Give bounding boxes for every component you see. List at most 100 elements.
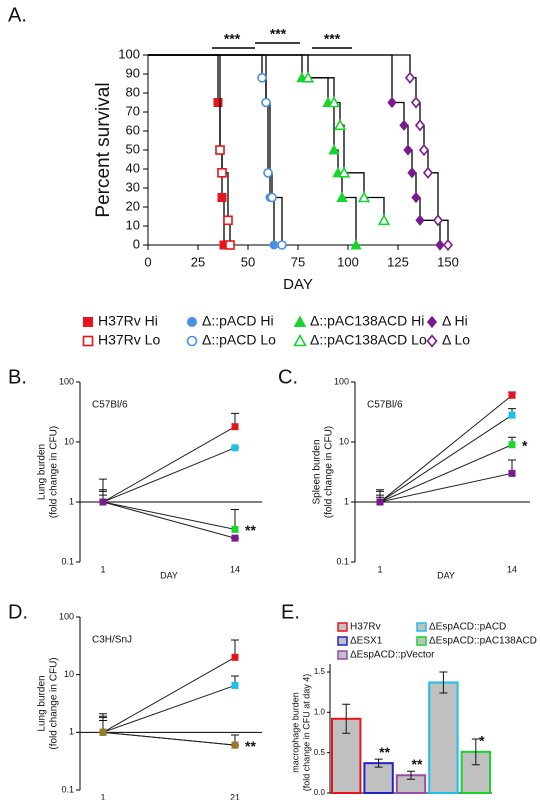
panel-label: D.: [8, 601, 28, 623]
survival-curve: [148, 54, 449, 245]
marker: [231, 534, 239, 542]
survival-curve: [148, 54, 225, 245]
series-line: [379, 472, 513, 503]
y-tick-label: 10: [339, 436, 349, 446]
y-tick-label: 90: [126, 65, 140, 80]
legend-swatch: [337, 622, 348, 632]
x-tick-label: 14: [230, 564, 240, 574]
marker: [231, 741, 239, 749]
marker: [426, 315, 438, 329]
marker: [407, 167, 417, 179]
legend-label: ΔESX1: [350, 636, 383, 647]
marker: [257, 73, 267, 83]
marker: [418, 143, 430, 157]
series-line: [102, 501, 236, 539]
marker: [231, 423, 239, 431]
y-tick-label: 1: [69, 727, 74, 737]
legend-label: ΔEspACD::pAC138ACD: [429, 636, 537, 647]
legend-label: ΔEspACD::pVector: [350, 650, 435, 661]
significance-label: *: [522, 437, 528, 453]
marker: [231, 681, 239, 689]
series-line: [102, 501, 236, 530]
significance-label: ***: [224, 31, 241, 47]
survival-curve: [148, 54, 275, 245]
y-axis-label: macrophage burden: [290, 692, 300, 773]
marker: [350, 239, 362, 250]
legend-label: H37Rv Lo: [98, 332, 160, 348]
legend-swatch: [416, 622, 427, 632]
series-line: [102, 684, 236, 733]
y-tick-label: 1.0: [314, 707, 326, 716]
y-tick-label: 0.1: [336, 556, 349, 566]
marker: [301, 71, 315, 83]
marker: [225, 240, 235, 250]
marker: [267, 192, 277, 203]
error-bar: [407, 770, 415, 780]
marker: [263, 168, 273, 178]
marker: [223, 215, 233, 226]
marker: [327, 96, 341, 108]
series-line: [379, 414, 513, 503]
marker: [508, 391, 516, 399]
panel-label: B.: [8, 366, 27, 388]
error-bar: [471, 738, 480, 766]
survival-curve: [148, 54, 441, 245]
marker: [215, 145, 225, 155]
significance-label: ***: [324, 31, 341, 47]
marker: [508, 441, 516, 449]
error-bar: [342, 703, 351, 734]
series-line: [102, 426, 236, 503]
marker: [411, 191, 421, 204]
marker: [376, 498, 384, 506]
legend-swatch: [337, 636, 348, 646]
y-tick-label: 80: [126, 84, 140, 99]
marker: [333, 118, 347, 131]
marker: [99, 498, 107, 506]
y-axis-label: (fold change in CFU at day 4): [301, 674, 311, 792]
significance-label: *: [479, 733, 485, 749]
x-tick-label: 150: [437, 254, 459, 269]
y-axis-label: (fold change in CFU): [324, 426, 335, 518]
marker: [277, 240, 287, 250]
panel-label: E.: [281, 601, 300, 623]
x-tick-label: 25: [191, 254, 205, 269]
legend-swatch: [337, 650, 348, 660]
x-tick-label: 1: [100, 792, 105, 800]
strain-label: C3H/SnJ: [92, 635, 132, 646]
marker: [404, 71, 416, 84]
marker: [269, 240, 279, 250]
legend-label: Δ Lo: [442, 332, 470, 348]
y-tick-label: 100: [59, 376, 74, 386]
x-axis-label: DAY: [437, 570, 455, 580]
y-tick-label: 0.5: [314, 748, 326, 757]
y-axis-label: Lung burden: [37, 444, 48, 500]
marker: [336, 191, 348, 202]
series-line: [102, 447, 236, 503]
y-axis-label: (fold change in CFU): [49, 657, 60, 749]
y-axis-label: Spleen burden: [312, 439, 323, 504]
marker: [432, 214, 444, 227]
y-tick-label: 10: [64, 436, 74, 446]
marker: [293, 333, 307, 347]
y-tick-label: 0.1: [61, 556, 74, 566]
legend-label: ΔEspACD::pACD: [429, 622, 506, 633]
marker: [83, 317, 93, 327]
marker: [414, 119, 426, 132]
y-tick-label: 10: [126, 217, 140, 232]
marker: [213, 98, 223, 107]
marker: [377, 213, 391, 226]
series-line: [102, 731, 236, 746]
y-tick-label: 0: [133, 236, 140, 251]
marker: [293, 315, 307, 327]
marker: [415, 214, 425, 226]
marker: [261, 97, 271, 108]
marker: [231, 444, 239, 452]
y-tick-label: 50: [126, 141, 140, 156]
error-bar: [374, 758, 383, 768]
y-tick-label: 10: [64, 669, 74, 679]
y-tick-label: 30: [126, 179, 140, 194]
marker: [186, 335, 198, 347]
marker: [217, 168, 227, 178]
y-tick-label: 0.0: [314, 788, 326, 797]
marker: [187, 317, 197, 327]
